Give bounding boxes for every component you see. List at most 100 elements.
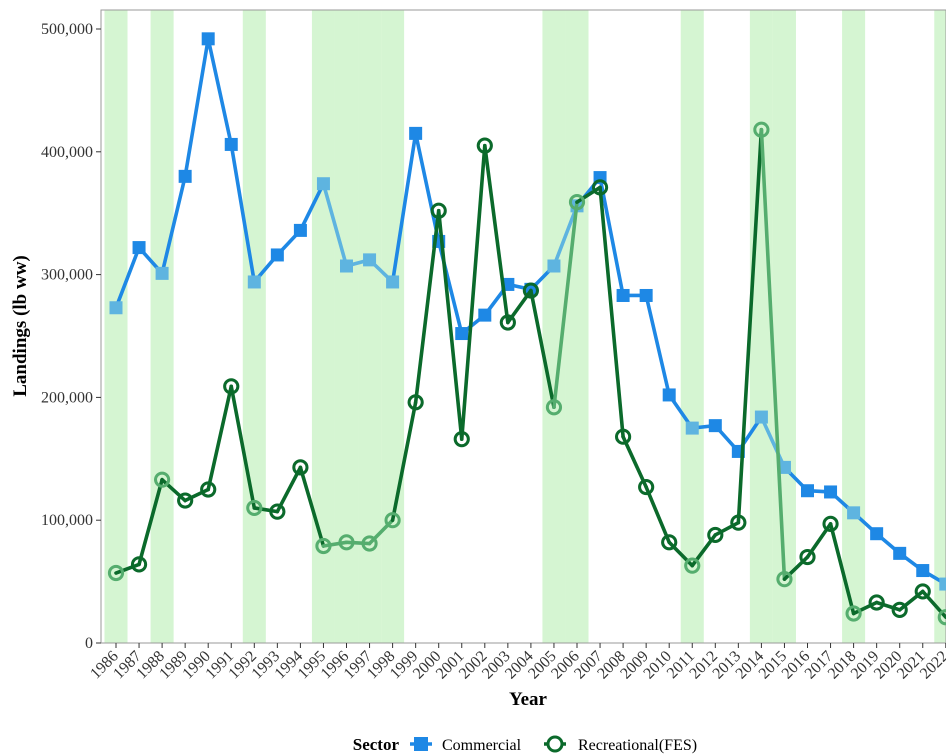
x-axis-title: Year (509, 689, 548, 710)
recreational-line-segment (598, 185, 625, 439)
commercial-line-segment (759, 415, 787, 470)
series-commercial (109, 32, 946, 591)
shade-band-2014 (749, 10, 773, 643)
commercial-point-1989 (178, 169, 192, 183)
commercial-point-2017 (824, 485, 838, 499)
recreational-line-segment (713, 520, 741, 537)
recreational-line-segment (413, 208, 441, 405)
commercial-point-2001 (455, 327, 469, 341)
recreational-point-1997 (361, 535, 378, 552)
recreational-point-2006 (568, 194, 586, 211)
recreational-point-2009 (638, 478, 655, 496)
recreational-point-2018 (845, 605, 862, 622)
recreational-line-segment (482, 143, 510, 325)
shade-band-2018 (842, 10, 866, 643)
recreational-point-2007 (591, 179, 609, 196)
shade-band-1998 (381, 10, 405, 643)
commercial-point-2012 (708, 419, 722, 433)
recreational-line-segment (736, 127, 764, 525)
recreational-point-2008 (615, 428, 632, 445)
recreational-point-2010 (661, 534, 678, 551)
commercial-point-1986 (109, 301, 123, 315)
legend-recreational-circle-marker (546, 735, 564, 753)
y-tick-label: 0 (85, 635, 93, 652)
recreational-point-2021 (914, 583, 931, 600)
recreational-line-segment (137, 477, 164, 567)
commercial-point-1997 (363, 253, 377, 267)
legend-item-commercial: Commercial (410, 737, 522, 754)
shaded-year-bands (104, 10, 946, 643)
legend-item-recreational: Recreational(FES) (544, 735, 697, 754)
recreational-point-2003 (499, 314, 516, 331)
recreational-line-segment (344, 540, 372, 546)
recreational-line-segment (298, 465, 326, 548)
recreational-point-2012 (707, 526, 724, 544)
recreational-line-segment (436, 208, 464, 441)
commercial-line-segment (413, 131, 441, 244)
recreational-point-1988 (154, 471, 171, 488)
commercial-point-1990 (201, 32, 215, 46)
legend-title: Sector (353, 735, 400, 754)
legend-commercial-label: Commercial (442, 737, 522, 754)
commercial-point-1992 (247, 275, 261, 289)
shade-band-1986 (104, 10, 128, 643)
recreational-line-segment (851, 600, 879, 616)
commercial-line-segment (183, 37, 210, 179)
recreational-line-segment (828, 522, 856, 616)
commercial-point-1988 (155, 266, 169, 280)
commercial-point-2002 (478, 308, 492, 322)
y-tick-label: 100,000 (41, 512, 93, 529)
plot-panel-border (100, 9, 946, 644)
recreational-point-1990 (200, 481, 217, 498)
commercial-point-2016 (801, 484, 814, 498)
recreational-line-segment (183, 487, 210, 503)
recreational-line-segment (459, 143, 487, 441)
recreational-point-1987 (130, 556, 148, 573)
recreational-point-2005 (545, 399, 563, 416)
commercial-line-segment (114, 245, 141, 310)
commercial-line-segment (552, 204, 579, 268)
commercial-line-segment (229, 142, 257, 284)
y-axis-title: Landings (lb ww) (10, 255, 31, 397)
commercial-point-2009 (639, 288, 653, 302)
commercial-line-segment (644, 293, 672, 397)
recreational-point-2011 (684, 557, 701, 574)
recreational-line-segment (552, 200, 579, 410)
y-axis: 0 100,000 200,000 300,000 400,000 500,000 (41, 21, 101, 652)
commercial-point-1995 (316, 177, 330, 191)
recreational-line-segment (874, 600, 902, 612)
shade-band-1988 (150, 10, 174, 643)
x-axis: 1986198719881989199019911992199319941995… (87, 643, 946, 682)
commercial-point-1987 (132, 241, 146, 255)
commercial-line-segment (160, 174, 187, 276)
commercial-point-2008 (616, 288, 630, 302)
legend-recreational-label: Recreational(FES) (578, 737, 697, 754)
recreational-point-2017 (822, 515, 839, 532)
commercial-line-segment (598, 175, 625, 298)
recreational-point-1989 (177, 492, 194, 509)
recreational-point-1991 (223, 378, 240, 395)
recreational-line-segment (229, 384, 257, 510)
recreational-line-segment (529, 288, 556, 410)
commercial-line-segment (206, 37, 234, 147)
recreational-line-segment (621, 434, 648, 489)
shade-band-1992 (242, 10, 266, 643)
recreational-line-segment (321, 540, 349, 548)
shade-band-1997 (358, 10, 382, 643)
y-tick-label: 300,000 (41, 267, 93, 284)
recreational-point-2016 (799, 548, 816, 566)
shade-band-1996 (334, 10, 359, 643)
recreational-point-2020 (891, 601, 908, 618)
recreational-line-segment (275, 465, 303, 514)
series-group (107, 32, 946, 626)
recreational-point-2000 (430, 202, 447, 219)
commercial-point-2010 (662, 388, 676, 402)
recreational-line-segment (644, 485, 672, 545)
recreational-line-segment (575, 185, 602, 204)
recreational-line-segment (897, 589, 925, 612)
commercial-line-segment (390, 131, 418, 284)
recreational-point-1994 (292, 459, 309, 476)
recreational-point-2015 (776, 571, 793, 588)
commercial-point-1998 (386, 275, 400, 289)
